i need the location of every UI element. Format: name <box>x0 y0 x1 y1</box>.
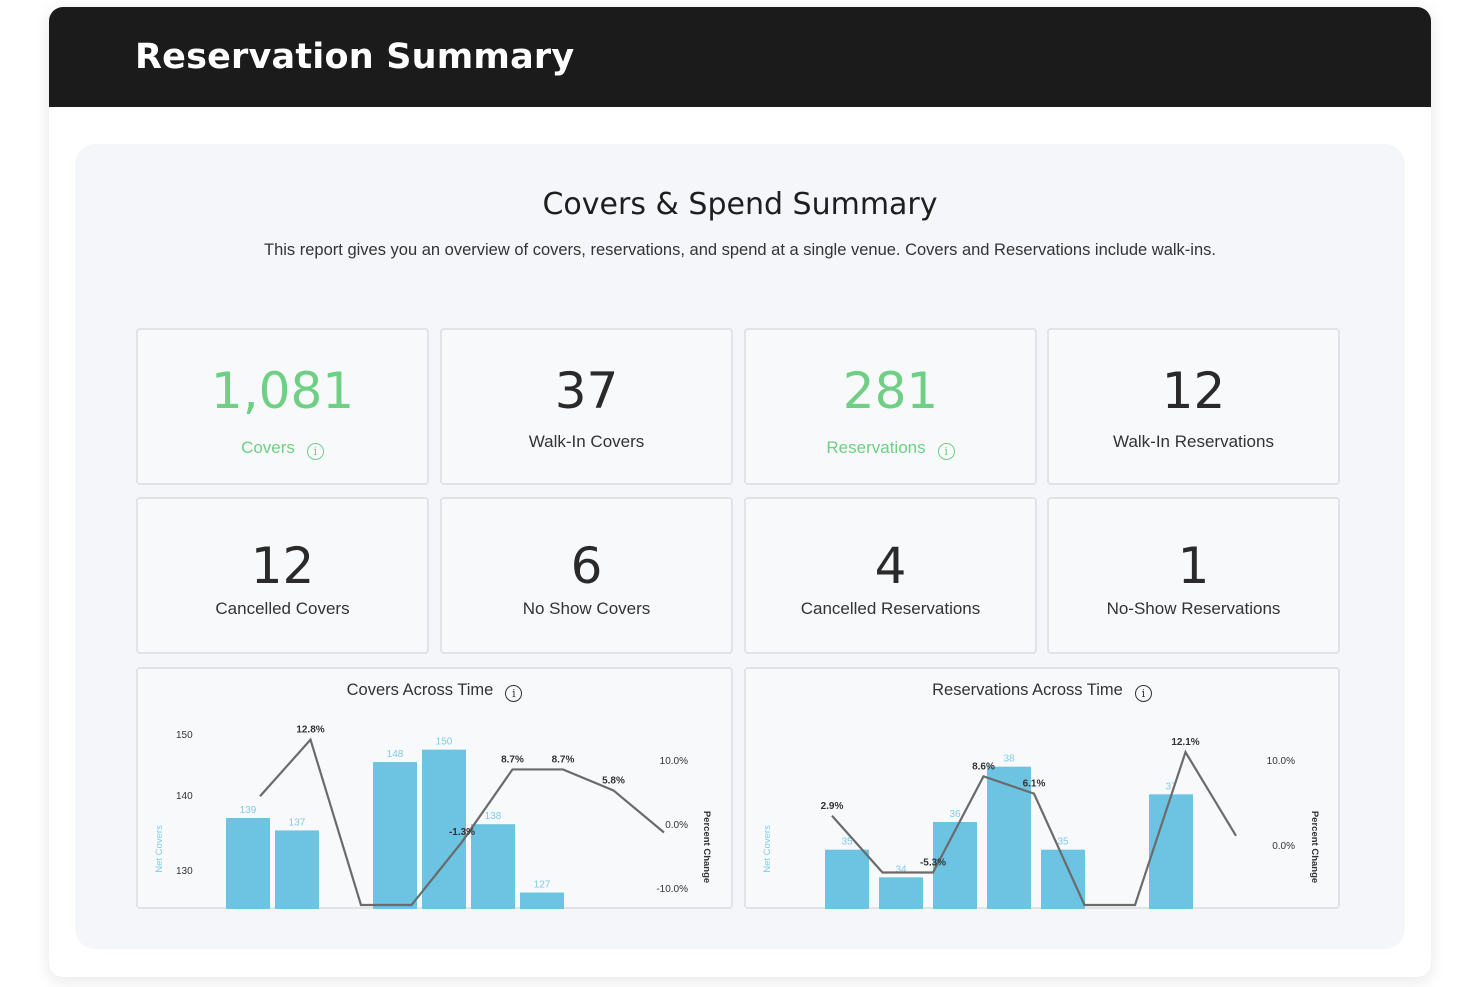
line-label: -1.3% <box>449 827 475 838</box>
page-title: Reservation Summary <box>135 37 575 77</box>
stat-label: Reservations i <box>746 438 1035 460</box>
info-icon[interactable]: i <box>505 685 523 702</box>
y2-tick-label: 10.0% <box>660 756 688 767</box>
covers-across-time-chart: Covers Across Time i 150 140 130 10.0% 0.0% -1… <box>136 667 733 909</box>
line-label: 5.8% <box>602 775 625 786</box>
bar <box>226 818 270 909</box>
bar <box>275 830 319 909</box>
stat-value: 12 <box>1161 362 1226 420</box>
stat-label-text: Covers <box>241 438 295 457</box>
bar-label: 36 <box>949 809 961 820</box>
info-icon[interactable]: i <box>937 443 955 460</box>
line-label: 2.9% <box>821 801 844 812</box>
info-icon[interactable]: i <box>306 443 324 460</box>
stat-value: 12 <box>250 537 315 595</box>
y2-axis-title: Percent Change <box>1309 811 1320 883</box>
stat-value: 37 <box>554 362 619 420</box>
bar-label: 34 <box>895 864 907 875</box>
bar <box>879 877 923 909</box>
bar-label: 148 <box>387 749 404 760</box>
y-axis-title: Net Covers <box>762 825 773 873</box>
bar <box>373 762 417 909</box>
stat-value: 281 <box>842 362 939 420</box>
stat-value: 1,081 <box>210 362 355 420</box>
y2-tick-label: 0.0% <box>665 820 688 831</box>
percent-change-line <box>831 749 1237 907</box>
reservations-chart-svg: 10.0% 0.0% Net Covers Percent Change 35 34 36 3… <box>762 737 1320 909</box>
chart-title: Reservations Across Time i <box>746 681 1338 702</box>
stat-card-cancelled-reservations: 4 Cancelled Reservations <box>744 497 1037 654</box>
stat-value: 6 <box>570 537 603 595</box>
bar <box>520 892 564 909</box>
stat-label: Cancelled Covers <box>215 599 350 618</box>
bar <box>825 849 869 909</box>
y2-tick-label: 0.0% <box>1272 841 1295 852</box>
stat-card-reservations: 281 Reservations i <box>744 328 1037 485</box>
summary-panel: Covers & Spend Summary This report gives… <box>75 144 1405 949</box>
y2-axis-title: Percent Change <box>701 811 712 883</box>
stat-card-no-show-reservations: 1 No-Show Reservations <box>1047 497 1340 654</box>
bar-label: 138 <box>485 811 502 822</box>
stat-label-text: Reservations <box>826 438 926 457</box>
stat-label: Walk-In Reservations <box>1113 432 1274 451</box>
bar-label: 137 <box>289 817 306 828</box>
line-label: 12.8% <box>296 725 324 736</box>
line-label: 6.1% <box>1023 779 1046 790</box>
bar-label: 150 <box>436 737 453 748</box>
stat-label: No-Show Reservations <box>1106 599 1281 618</box>
line-label: 8.7% <box>501 754 524 765</box>
bar <box>1149 794 1193 909</box>
chart-title: Covers Across Time i <box>138 681 731 702</box>
stat-value: 4 <box>874 537 907 595</box>
bar-label: 35 <box>841 837 853 848</box>
stat-card-no-show-covers: 6 No Show Covers <box>440 497 733 654</box>
bar-label: 139 <box>240 805 257 816</box>
stat-value: 1 <box>1177 537 1210 595</box>
stat-card-cancelled-covers: 12 Cancelled Covers <box>136 497 429 654</box>
y2-tick-label: -10.0% <box>656 884 688 895</box>
y-axis-title: Net Covers <box>154 825 165 873</box>
y-tick-label: 140 <box>176 791 193 802</box>
y-tick-label: 150 <box>176 730 193 741</box>
stat-label: Cancelled Reservations <box>800 599 981 618</box>
header-bar: Reservation Summary <box>49 7 1431 107</box>
y2-tick-label: 10.0% <box>1267 756 1295 767</box>
bar-label: 127 <box>534 880 551 891</box>
line-label: -5.3% <box>920 857 946 868</box>
chart-title-text: Covers Across Time <box>346 681 494 699</box>
stat-card-walk-in-reservations: 12 Walk-In Reservations <box>1047 328 1340 485</box>
summary-title: Covers & Spend Summary <box>542 187 938 222</box>
summary-description: This report gives you an overview of cov… <box>264 241 1216 259</box>
bar <box>471 824 515 909</box>
covers-chart-svg: 150 140 130 10.0% 0.0% -10.0% Net Covers Percen… <box>154 725 712 909</box>
y-tick-label: 130 <box>176 866 193 877</box>
stat-card-walk-in-covers: 37 Walk-In Covers <box>440 328 733 485</box>
bar-label: 38 <box>1003 754 1015 765</box>
bar <box>933 822 977 909</box>
percent-change-line <box>259 737 665 907</box>
bar-label: 37 <box>1165 781 1177 792</box>
bar-label: 35 <box>1057 837 1069 848</box>
reservations-across-time-chart: Reservations Across Time i 10.0% 0.0% Net C… <box>744 667 1340 909</box>
stat-card-covers: 1,081 Covers i <box>136 328 429 485</box>
line-label: 8.6% <box>972 761 995 772</box>
info-icon[interactable]: i <box>1134 685 1152 702</box>
stat-label: Walk-In Covers <box>528 432 645 451</box>
line-label: 8.7% <box>552 754 575 765</box>
report-window: Reservation Summary Covers & Spend Summa… <box>49 7 1431 977</box>
chart-title-text: Reservations Across Time <box>932 681 1123 699</box>
stat-label: Covers i <box>138 438 427 460</box>
stat-label: No Show Covers <box>522 599 651 618</box>
line-label: 12.1% <box>1171 737 1199 748</box>
